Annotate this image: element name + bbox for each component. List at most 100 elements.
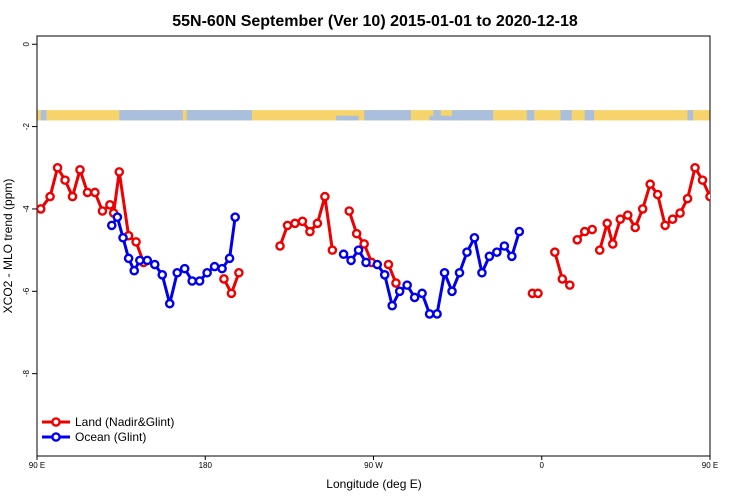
data-point	[469, 232, 480, 243]
map-band-ocean	[364, 110, 411, 121]
data-point	[123, 253, 134, 264]
data-point	[202, 267, 212, 278]
x-axis-label: Longitude (deg E)	[326, 477, 421, 491]
y-tick-label: -8	[22, 370, 31, 378]
y-tick-label: 0	[22, 41, 31, 46]
data-point	[432, 309, 442, 319]
map-band-ocean	[40, 110, 47, 121]
data-point	[379, 270, 390, 280]
data-point	[477, 267, 487, 278]
data-point	[131, 237, 141, 247]
map-band-ocean	[433, 110, 441, 121]
data-point	[45, 191, 55, 202]
data-point	[194, 276, 205, 286]
data-point	[594, 245, 605, 255]
data-point	[652, 189, 663, 200]
map-band-ocean	[336, 115, 359, 121]
data-point	[346, 255, 356, 266]
data-point	[675, 208, 685, 218]
data-point	[344, 206, 354, 216]
map-band-ocean	[687, 110, 694, 121]
data-point	[409, 292, 420, 303]
data-point	[383, 259, 394, 270]
series-line	[347, 210, 374, 264]
data-point	[112, 212, 123, 222]
data-point	[587, 224, 598, 235]
data-point	[721, 189, 728, 196]
series-line	[342, 248, 368, 264]
data-point	[226, 288, 237, 299]
data-point	[97, 206, 108, 216]
series-land	[37, 162, 750, 299]
data-point	[499, 241, 510, 251]
data-point	[327, 245, 338, 255]
data-point	[230, 212, 240, 222]
data-point	[564, 280, 575, 290]
data-point	[290, 218, 300, 229]
data-point	[224, 253, 235, 264]
data-point	[135, 255, 145, 266]
y-axis: 0 -2 -4 -6 -8	[22, 41, 37, 377]
data-point	[312, 218, 323, 229]
data-point	[637, 204, 648, 214]
data-point	[439, 267, 450, 278]
data-point	[359, 239, 369, 249]
x-tick-label: 180	[199, 461, 213, 470]
y-tick-label: -4	[22, 205, 31, 213]
data-point	[305, 226, 315, 237]
map-band-ocean	[429, 115, 460, 121]
y-tick-label: -6	[22, 287, 31, 295]
data-point	[106, 220, 117, 231]
data-point	[645, 179, 655, 190]
data-point	[118, 232, 128, 243]
data-point	[60, 175, 70, 185]
y-tick-label: -2	[22, 122, 31, 130]
chart-title: 55N-60N September (Ver 10) 2015-01-01 to…	[172, 13, 578, 30]
data-point	[297, 216, 308, 227]
data-point	[142, 255, 153, 266]
data-point	[615, 214, 626, 225]
data-point	[391, 278, 401, 288]
data-point	[394, 286, 405, 297]
data-point	[157, 270, 168, 280]
map-band-ocean	[452, 110, 494, 121]
data-point	[667, 214, 678, 225]
data-point	[320, 191, 330, 202]
data-point	[484, 251, 495, 262]
y-axis-label: XCO2 - MLO trend (ppm)	[1, 179, 15, 314]
x-tick-label: 0	[540, 461, 545, 470]
data-point	[187, 276, 197, 286]
data-point	[172, 267, 183, 278]
data-point	[424, 309, 435, 319]
data-point	[447, 286, 457, 297]
x-tick-label: 90 E	[29, 461, 45, 470]
data-point	[550, 247, 560, 257]
data-point	[351, 228, 362, 239]
map-band-ocean	[584, 110, 595, 121]
data-point	[372, 259, 383, 270]
series-ocean	[106, 212, 525, 319]
data-point	[602, 218, 612, 229]
data-point	[90, 187, 100, 198]
data-point	[557, 274, 568, 284]
data-point	[52, 162, 63, 173]
data-point	[462, 247, 472, 257]
data-point	[82, 187, 93, 198]
x-axis: 90 E 180 90 W 0 90 E	[29, 456, 718, 470]
legend-marker	[51, 417, 61, 427]
data-point	[234, 267, 244, 278]
legend-label: Land (Nadir&Glint)	[75, 415, 174, 429]
data-point	[744, 201, 750, 208]
data-point	[282, 220, 293, 231]
data-point	[736, 207, 743, 214]
data-point	[660, 220, 670, 231]
data-point	[217, 263, 227, 274]
data-point	[729, 187, 736, 194]
data-point	[179, 263, 190, 274]
data-point	[338, 249, 349, 260]
data-point	[417, 288, 427, 299]
data-point	[622, 210, 633, 220]
data-point	[37, 204, 46, 214]
data-point	[690, 162, 700, 173]
